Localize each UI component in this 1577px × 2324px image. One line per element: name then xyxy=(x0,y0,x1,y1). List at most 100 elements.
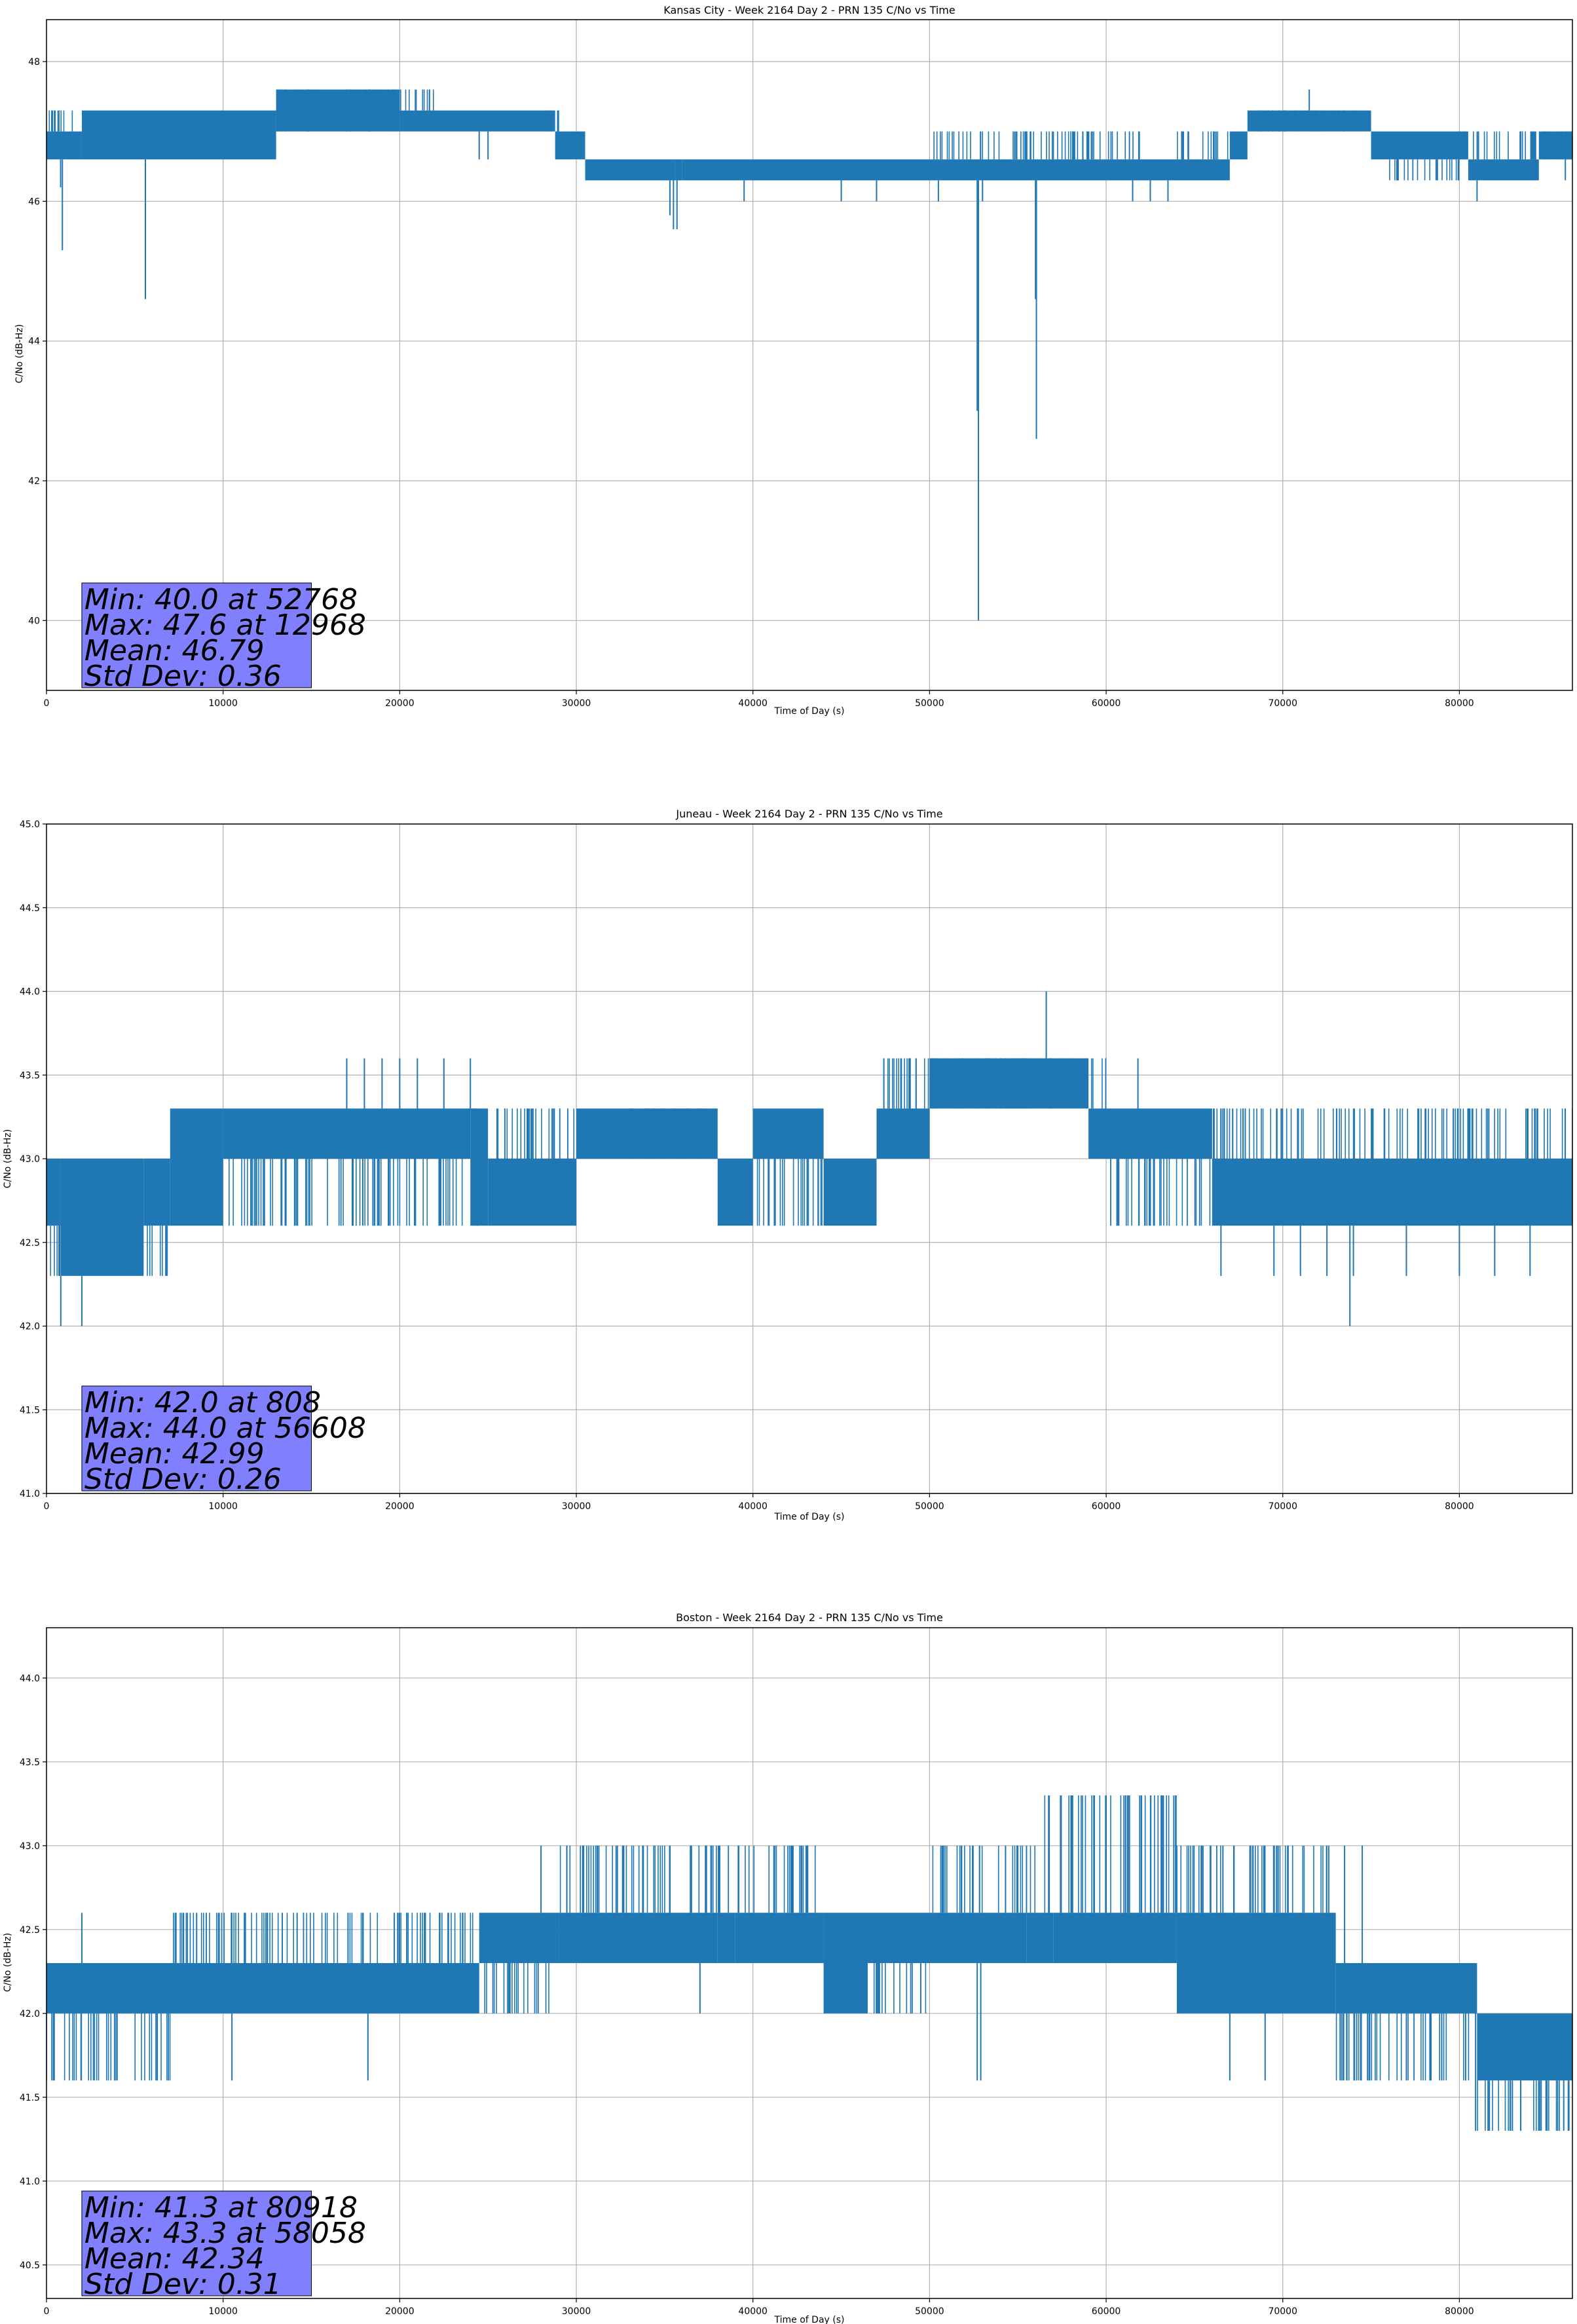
series-band xyxy=(1141,159,1230,181)
x-tick-label: 50000 xyxy=(915,1501,944,1512)
y-tick-label: 41.5 xyxy=(20,2093,40,2103)
stats-line: Min: 40.0 at 52768 xyxy=(84,583,358,616)
series-band xyxy=(81,110,276,160)
y-tick-label: 40 xyxy=(28,616,40,626)
x-tick-label: 40000 xyxy=(738,2306,768,2317)
series-band xyxy=(585,159,676,181)
y-tick-label: 42 xyxy=(28,476,40,487)
series-band xyxy=(46,1159,61,1226)
x-tick-label: 60000 xyxy=(1092,698,1121,709)
y-tick-label: 41.5 xyxy=(20,1405,40,1415)
y-tick-label: 43.5 xyxy=(20,1070,40,1081)
y-tick-label: 43.5 xyxy=(20,1757,40,1768)
y-tick-label: 43.0 xyxy=(20,1154,40,1165)
x-tick-label: 50000 xyxy=(915,698,944,709)
stats-line: Std Dev: 0.36 xyxy=(84,660,282,693)
x-tick-label: 10000 xyxy=(208,698,238,709)
series-band xyxy=(717,1913,735,1963)
stats-line: Max: 43.3 at 58058 xyxy=(84,2217,366,2250)
y-tick-label: 44.5 xyxy=(20,903,40,914)
y-tick-label: 44 xyxy=(28,337,40,347)
plot-frame xyxy=(46,19,1573,691)
series-band xyxy=(488,1159,577,1226)
series-band xyxy=(823,1913,868,2014)
x-axis-label: Time of Day (s) xyxy=(774,2315,845,2324)
series-band xyxy=(1371,131,1468,160)
y-tick-label: 46 xyxy=(28,197,40,207)
series-band xyxy=(735,1913,824,1963)
y-axis-label: C/No (dB-Hz) xyxy=(3,1129,13,1188)
x-axis-label: Time of Day (s) xyxy=(774,706,845,717)
x-tick-label: 70000 xyxy=(1268,2306,1297,2317)
series-band xyxy=(717,1159,753,1226)
series-band xyxy=(1176,1913,1336,2014)
stats-box xyxy=(81,2190,312,2296)
series-band xyxy=(1053,1913,1159,1963)
series-band xyxy=(143,1159,170,1226)
x-axis-label: Time of Day (s) xyxy=(774,1512,845,1522)
y-axis-label: C/No (dB-Hz) xyxy=(14,324,25,383)
stats-box xyxy=(81,1385,312,1491)
y-tick-label: 42.5 xyxy=(20,1925,40,1936)
series-band xyxy=(1088,1108,1212,1159)
series-band xyxy=(559,1913,577,1963)
series-band xyxy=(1477,2013,1572,2081)
x-tick-label: 0 xyxy=(44,698,50,709)
series-band xyxy=(46,131,82,160)
stats-line: Std Dev: 0.26 xyxy=(84,1463,282,1496)
series-band xyxy=(1106,159,1141,181)
series-band xyxy=(929,1058,1089,1109)
x-tick-label: 80000 xyxy=(1445,1501,1474,1512)
y-tick-label: 44.0 xyxy=(20,1674,40,1684)
x-tick-label: 20000 xyxy=(385,2306,415,2317)
x-tick-label: 30000 xyxy=(562,1501,591,1512)
x-tick-label: 30000 xyxy=(562,2306,591,2317)
series-band xyxy=(752,1108,824,1159)
stats-line: Min: 41.3 at 80918 xyxy=(84,2191,358,2224)
x-tick-label: 70000 xyxy=(1268,698,1297,709)
series-band xyxy=(1468,159,1539,181)
series-band xyxy=(823,1159,877,1226)
stats-line: Min: 42.0 at 808 xyxy=(84,1386,321,1419)
chart-title: Kansas City - Week 2164 Day 2 - PRN 135 … xyxy=(663,4,955,16)
x-tick-label: 10000 xyxy=(208,2306,238,2317)
series-band xyxy=(1026,1913,1054,1963)
series-band xyxy=(276,89,400,132)
x-tick-label: 80000 xyxy=(1445,698,1474,709)
juneau-panel: Juneau - Week 2164 Day 2 - PRN 135 C/No … xyxy=(3,808,1573,1522)
y-tick-label: 41.0 xyxy=(20,1489,40,1499)
series-band xyxy=(555,131,585,160)
chart-title: Boston - Week 2164 Day 2 - PRN 135 C/No … xyxy=(676,1611,943,1624)
x-tick-label: 70000 xyxy=(1268,1501,1297,1512)
series-band xyxy=(1335,1963,1477,2014)
y-tick-label: 44.0 xyxy=(20,987,40,998)
x-tick-label: 0 xyxy=(44,2306,50,2317)
series-band xyxy=(576,1913,718,1963)
series-band xyxy=(399,110,555,132)
y-axis-label: C/No (dB-Hz) xyxy=(3,1933,13,1992)
y-tick-label: 48 xyxy=(28,57,40,67)
x-tick-label: 0 xyxy=(44,1501,50,1512)
series-band xyxy=(1247,110,1371,132)
x-tick-label: 40000 xyxy=(738,698,768,709)
x-tick-label: 40000 xyxy=(738,1501,768,1512)
x-tick-label: 80000 xyxy=(1445,2306,1474,2317)
x-tick-label: 60000 xyxy=(1092,1501,1121,1512)
y-tick-label: 42.0 xyxy=(20,1322,40,1332)
stats-line: Std Dev: 0.31 xyxy=(84,2268,282,2301)
series-band xyxy=(1212,1159,1572,1226)
boston-panel: Boston - Week 2164 Day 2 - PRN 135 C/No … xyxy=(3,1611,1573,2324)
series-line xyxy=(46,1795,1572,2131)
y-tick-label: 41.0 xyxy=(20,2177,40,2187)
series-band xyxy=(46,1963,479,2014)
plot-frame xyxy=(46,1627,1573,2299)
stats-line: Max: 44.0 at 56608 xyxy=(84,1412,366,1445)
y-tick-label: 43.0 xyxy=(20,1841,40,1852)
x-tick-label: 60000 xyxy=(1092,2306,1121,2317)
stats-line: Mean: 42.99 xyxy=(84,1437,265,1471)
stats-box xyxy=(81,582,312,688)
series-band xyxy=(1229,131,1248,160)
series-band xyxy=(867,1913,1027,1963)
series-band xyxy=(223,1108,471,1159)
